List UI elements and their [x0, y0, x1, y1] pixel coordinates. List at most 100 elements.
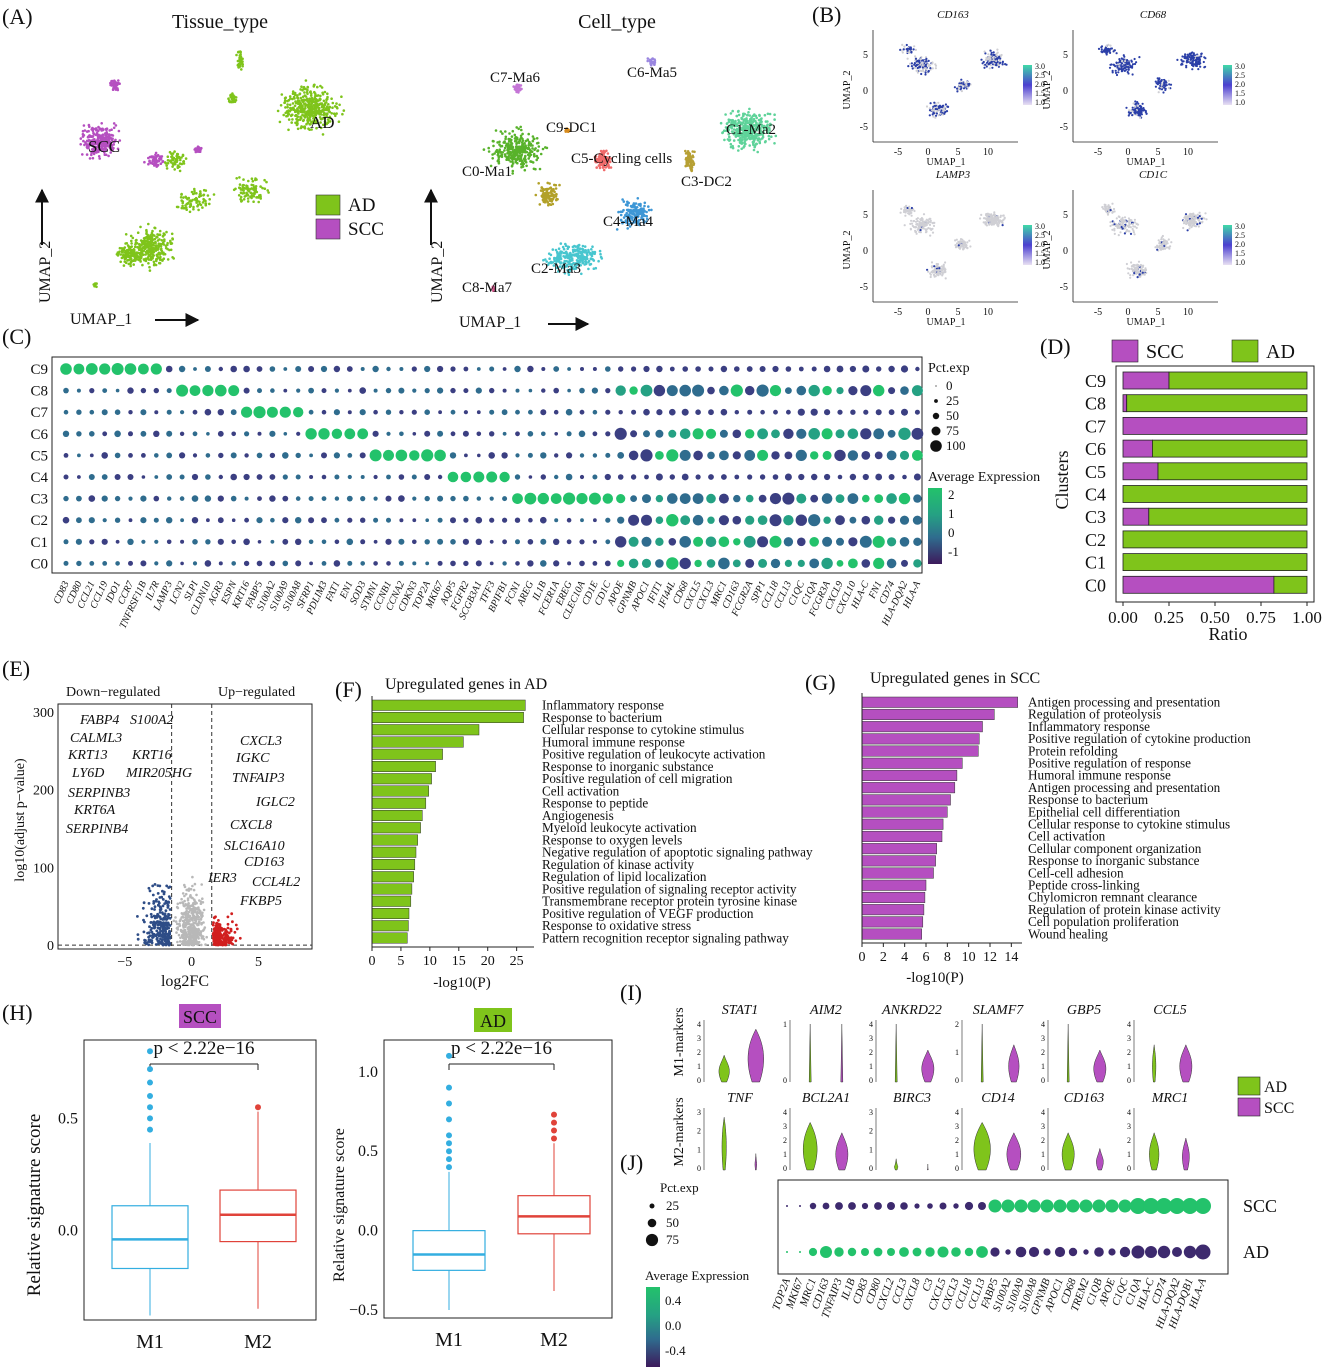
b-ylabel: UMAP_2: [1042, 71, 1053, 110]
panel-a2-celltype-umap: Cell_type C7-Ma6 C6-Ma5 C9-DC1 C1-Ma2 C5…: [424, 11, 778, 331]
a1-point-ad: [122, 253, 125, 257]
c-dot: [88, 474, 95, 480]
a1-point-scc: [143, 160, 146, 164]
a2-point: [760, 117, 763, 120]
b-point-background: [984, 213, 988, 217]
a2-point: [578, 247, 582, 250]
a1-point-ad: [147, 235, 150, 238]
b-colorbar-tick: 2.5: [1235, 71, 1245, 80]
b-point-background: [928, 223, 932, 226]
a2-point: [515, 137, 519, 141]
b-point-background: [918, 220, 921, 224]
b-point-expressed: [983, 66, 986, 69]
b-point-background: [1163, 246, 1166, 249]
b-point-expressed: [985, 65, 988, 68]
b-point-expressed: [915, 60, 918, 63]
a1-point-ad: [283, 101, 286, 105]
b-point-background: [906, 57, 909, 60]
a2-point: [531, 161, 535, 164]
a1-point-ad: [185, 206, 188, 209]
b-point-expressed: [909, 47, 912, 50]
a1-point-scc: [110, 133, 113, 137]
a1-point-ad: [134, 256, 137, 259]
b-point-expressed: [1100, 50, 1103, 53]
b-point-expressed: [1115, 73, 1119, 77]
a1-point-ad: [149, 239, 153, 242]
b-point-background: [988, 67, 991, 70]
a1-point-ad: [188, 210, 192, 214]
b-point-expressed: [1168, 83, 1171, 86]
c-dot: [76, 517, 82, 524]
a1-point-ad: [208, 202, 211, 206]
a1-label-ad: AD: [310, 113, 335, 132]
b-point-background: [1185, 220, 1188, 223]
b-point-background: [960, 243, 963, 246]
b-xlabel: UMAP_1: [927, 157, 966, 168]
a1-point-ad: [257, 196, 260, 199]
b-point-background: [1203, 217, 1206, 220]
b-point-background: [1132, 270, 1135, 273]
c-dot: [150, 363, 162, 375]
b-point-background: [1134, 267, 1137, 270]
b-point-expressed: [929, 102, 932, 105]
a1-point-ad: [148, 269, 152, 272]
b-point-background: [1132, 229, 1135, 232]
b-point-expressed: [1181, 55, 1184, 58]
b-point-background: [944, 261, 947, 264]
a2-label-c7: C7-Ma6: [490, 70, 540, 86]
a1-point-ad: [173, 168, 176, 171]
panel-label-j: (J): [620, 1150, 643, 1175]
b-point-expressed: [1164, 88, 1167, 92]
a2-point: [520, 128, 523, 132]
c-dot: [127, 538, 134, 545]
a1-point-ad: [255, 190, 259, 194]
a1-point-ad: [244, 187, 248, 190]
a1-point-ad: [296, 127, 300, 131]
a1-point-ad: [169, 239, 172, 243]
b-point-expressed: [1125, 106, 1128, 109]
b-xlabel: UMAP_1: [1127, 317, 1166, 328]
b-point-background: [1191, 213, 1194, 216]
b-point-expressed: [1200, 55, 1203, 58]
a1-title: Tissue_type: [172, 11, 268, 33]
a2-point: [537, 145, 541, 148]
a2-point: [685, 159, 689, 163]
a1-point-ad: [332, 112, 336, 115]
a1-point-ad: [127, 262, 131, 266]
a1-point-ad: [227, 100, 231, 103]
b-point-expressed: [932, 111, 935, 114]
b-point-background: [1192, 219, 1196, 222]
b-point-background: [1187, 215, 1190, 219]
b-point-expressed: [980, 58, 983, 61]
b-point-expressed: [910, 65, 914, 68]
c-dot: [102, 518, 107, 523]
b-point-background: [1132, 274, 1135, 277]
a1-point-scc: [85, 130, 89, 133]
b-point-expressed: [1125, 68, 1128, 71]
a1-point-ad: [129, 257, 133, 261]
b-colorbar-tick: 2.0: [1235, 240, 1245, 249]
a2-point: [538, 167, 542, 171]
a2-point: [653, 59, 657, 63]
a1-point-ad: [316, 85, 319, 89]
a1-point-ad: [147, 258, 151, 261]
b-point-background: [1117, 63, 1120, 66]
c-dot: [140, 387, 147, 394]
c-dot: [153, 517, 159, 523]
a1-point-ad: [306, 97, 309, 101]
a1-point-ad: [252, 195, 256, 198]
a1-point-ad: [161, 259, 164, 262]
a1-point-ad: [325, 98, 328, 101]
a2-point: [555, 192, 558, 196]
b-point-background: [962, 246, 965, 250]
a1-point-ad: [182, 206, 185, 210]
b-point-background: [932, 221, 935, 224]
a2-point: [553, 256, 556, 260]
b-point-background: [990, 221, 993, 224]
a1-point-ad: [309, 94, 313, 97]
b-point-expressed: [1107, 47, 1110, 51]
a1-point-ad: [301, 100, 305, 104]
a2-point: [493, 152, 496, 155]
a1-point-ad: [162, 232, 166, 235]
a2-point: [498, 143, 501, 146]
